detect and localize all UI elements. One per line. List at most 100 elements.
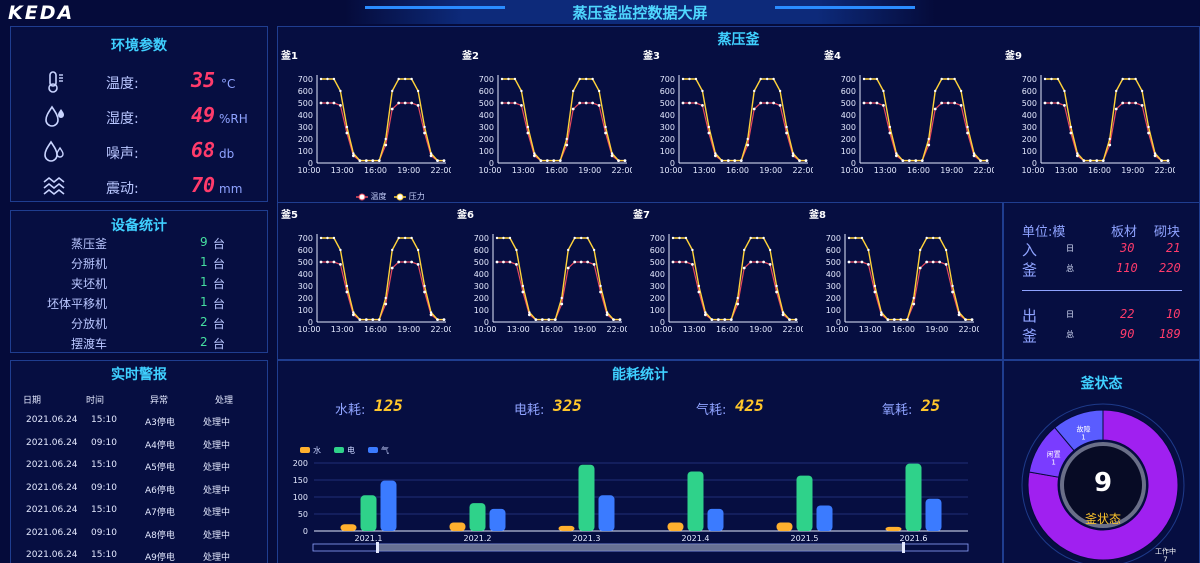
- pressure-line: [502, 78, 625, 162]
- x-tick-label: 16:00: [545, 166, 568, 175]
- alarm-date: 2021.06.24: [26, 527, 78, 538]
- temperature-point: [604, 131, 607, 135]
- pressure-point: [1134, 77, 1137, 81]
- pressure-point: [610, 152, 614, 155]
- x-tick-label: 16:00: [540, 325, 563, 334]
- x-tick-label: 2021.5: [791, 534, 819, 543]
- y-tick-label: 400: [841, 111, 856, 120]
- pressure-point: [403, 77, 407, 81]
- temperature-point: [573, 260, 577, 264]
- pressure-point: [854, 236, 857, 240]
- pressure-point: [429, 152, 433, 155]
- y-tick-label: 150: [293, 476, 308, 485]
- pressure-point: [502, 236, 505, 240]
- zoom-slider-handle-right[interactable]: [902, 542, 905, 553]
- in-day-label: 日: [1066, 244, 1074, 253]
- y-tick-label: 200: [841, 135, 856, 144]
- temperature-point: [339, 263, 342, 266]
- temperature-point: [390, 266, 394, 270]
- pressure-point: [365, 318, 368, 321]
- env-label: 温度:: [106, 76, 139, 92]
- temperature-point: [416, 263, 420, 266]
- pressure-point: [586, 236, 589, 240]
- x-tick-label: 10:00: [478, 166, 501, 175]
- temperature-line: [502, 102, 625, 162]
- pressure-point: [436, 159, 439, 162]
- out-label-bottom: 釜: [1022, 327, 1038, 345]
- equipment-name: 蒸压釜: [70, 237, 107, 251]
- temperature-point: [847, 260, 851, 264]
- inout-col-block: 砌块: [1154, 225, 1181, 240]
- pressure-point: [552, 159, 555, 162]
- zoom-slider-range[interactable]: [378, 544, 903, 551]
- water-label: 水耗:: [335, 403, 366, 418]
- x-tick-label: 13:00: [331, 325, 354, 334]
- pressure-point: [319, 77, 323, 81]
- alarm-status: 处理中: [203, 485, 231, 496]
- y-tick-label: 600: [650, 246, 665, 255]
- pressure-point: [1089, 159, 1092, 162]
- status-slice-name: 工作中: [1155, 546, 1176, 555]
- temperature-point: [873, 290, 877, 294]
- temperature-point: [765, 101, 769, 105]
- y-tick-label: 0: [308, 159, 313, 168]
- pressure-line: [321, 237, 444, 321]
- temperature-point: [591, 101, 595, 105]
- bar-电: [360, 495, 377, 531]
- bar-水: [340, 524, 357, 531]
- x-tick-label: 2021.4: [682, 534, 710, 543]
- temperature-point: [403, 101, 407, 105]
- temperature-point: [701, 104, 704, 107]
- temperature-point: [951, 290, 954, 294]
- pressure-point: [1121, 77, 1124, 81]
- y-tick-label: 0: [1032, 159, 1037, 168]
- pressure-point: [921, 159, 924, 162]
- alarm-time: 15:10: [91, 505, 117, 515]
- pressure-point: [345, 284, 349, 288]
- pressure-point: [605, 311, 609, 314]
- pressure-point: [740, 159, 743, 162]
- temperature-point: [681, 101, 685, 105]
- pressure-point: [940, 77, 943, 81]
- temperature-point: [1043, 101, 1047, 105]
- pressure-point: [873, 284, 877, 288]
- y-tick-label: 0: [660, 318, 665, 327]
- temperature-point: [755, 260, 759, 264]
- alarm-status: 处理中: [203, 463, 231, 473]
- temperature-point: [332, 101, 336, 105]
- temperature-line: [321, 102, 444, 162]
- power-label: 电耗:: [514, 403, 545, 418]
- alarm-date: 2021.06.24: [26, 550, 78, 560]
- zoom-slider-handle-left[interactable]: [376, 542, 379, 553]
- pressure-point: [886, 318, 890, 321]
- pressure-point: [912, 296, 915, 300]
- y-tick-label: 200: [660, 135, 675, 144]
- autoclave-chart-title: 釜3: [643, 51, 660, 62]
- y-tick-label: 200: [474, 294, 489, 303]
- autoclave-panel: 蒸压釜 釜1 0 100 200 300 400 500 600 700 10:00 13:00 16…: [277, 26, 1200, 203]
- pressure-point: [534, 318, 538, 321]
- temperature-point: [423, 290, 426, 294]
- temperature-point: [597, 104, 601, 107]
- temperature-point: [416, 104, 420, 107]
- status-slice: [1027, 409, 1179, 561]
- y-tick-label: 300: [298, 282, 313, 291]
- y-tick-label: 300: [479, 123, 494, 132]
- pressure-point: [436, 318, 439, 321]
- x-tick-label: 16:00: [907, 166, 930, 175]
- pressure-point: [704, 311, 707, 314]
- temperature-point: [697, 290, 701, 294]
- temperature-point: [759, 101, 763, 105]
- out-day-block: 10: [1166, 307, 1181, 321]
- equipment-row: 分掰机 1 台: [11, 255, 267, 275]
- pressure-point: [623, 159, 627, 162]
- temperature-point: [925, 260, 929, 264]
- temperature-point: [927, 143, 931, 147]
- y-tick-label: 100: [479, 147, 494, 156]
- temperature-point: [678, 260, 681, 264]
- pressure-point: [957, 311, 961, 314]
- temperature-point: [894, 154, 898, 158]
- pressure-point: [755, 236, 759, 240]
- autoclave-chart: 釜8 0 100 200 300 400 500 600 700 10:00 13:00 16:00 1…: [809, 206, 984, 351]
- in-total-label: 总: [1066, 264, 1074, 273]
